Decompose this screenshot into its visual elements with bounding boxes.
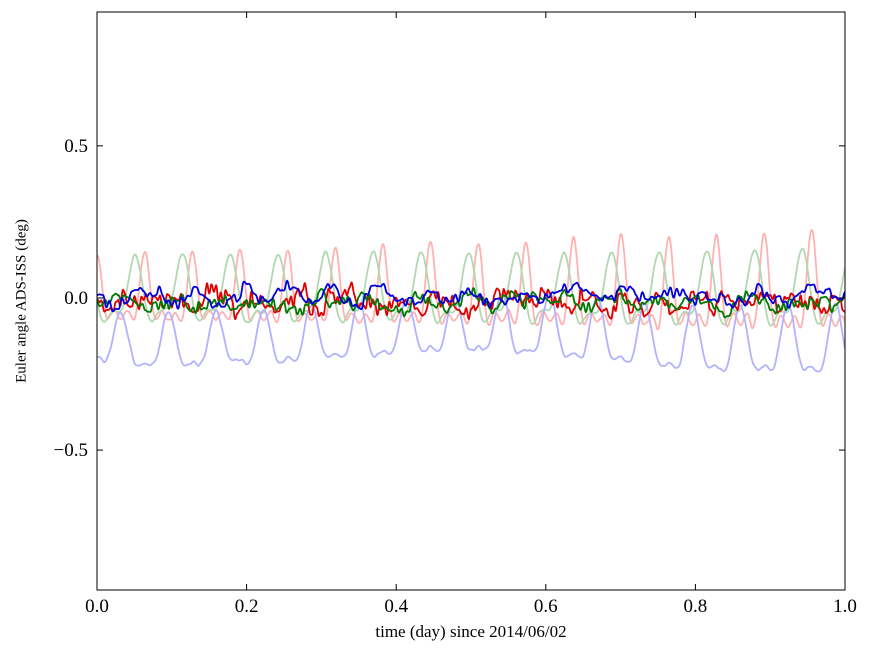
series-light-green-raw-line [97, 247, 845, 327]
y-tick-label: 0.5 [64, 136, 88, 157]
series-blue-filtered-line [97, 279, 845, 313]
y-axis-label: Euler angle ADS-ISS (deg) [13, 219, 30, 383]
y-tick-label: −0.5 [54, 440, 88, 461]
x-tick-label: 0.6 [534, 596, 558, 617]
x-tick-label: 0.8 [684, 596, 708, 617]
series-light-blue-raw-line [97, 291, 845, 373]
x-tick-label: 1.0 [833, 596, 857, 617]
x-tick-label: 0.2 [235, 596, 259, 617]
series-green-filtered-line [97, 287, 845, 319]
axes-frame [96, 11, 846, 591]
series-light-red-raw-line [97, 228, 845, 331]
x-axis-label: time (day) since 2014/06/02 [375, 622, 567, 641]
x-tick-label: 0.0 [85, 596, 109, 617]
y-tick-label: 0.0 [64, 288, 88, 309]
x-tick-label: 0.4 [384, 596, 408, 617]
